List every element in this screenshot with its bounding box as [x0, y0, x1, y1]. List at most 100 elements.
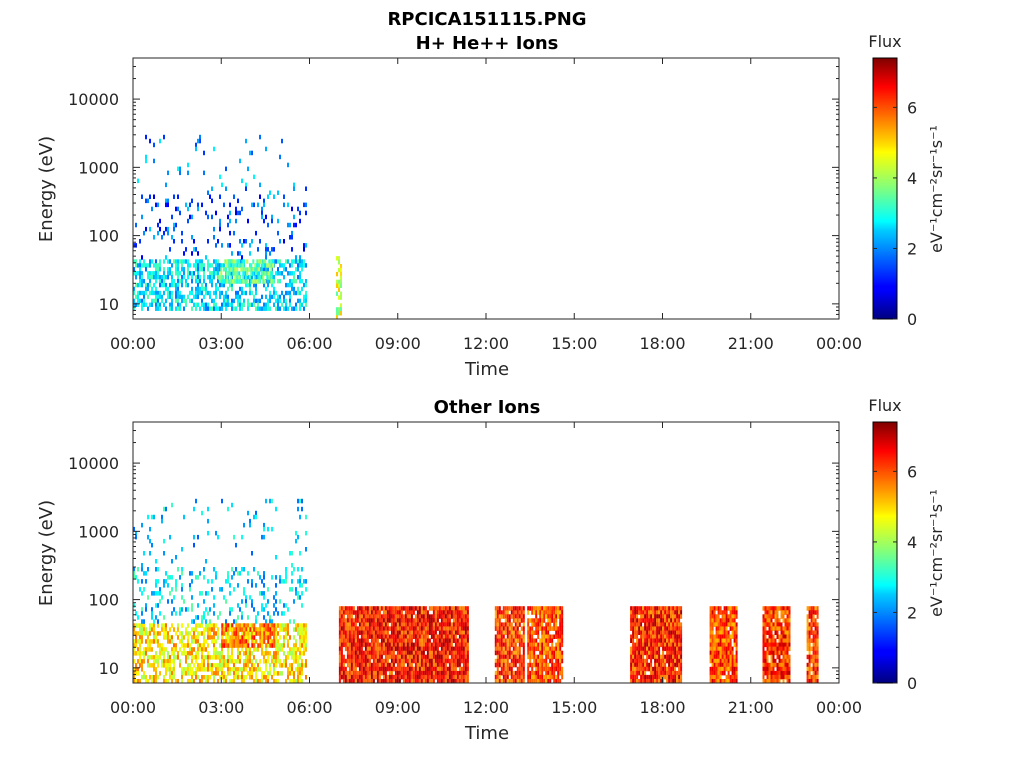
flux-cell	[295, 538, 297, 544]
flux-cell	[723, 666, 726, 672]
flux-cell	[275, 591, 277, 596]
flux-cell	[352, 679, 355, 684]
flux-cell	[378, 634, 381, 639]
flux-cell	[410, 638, 413, 643]
flux-cell	[143, 294, 145, 300]
flux-cell	[235, 675, 237, 680]
flux-cell	[664, 618, 667, 623]
flux-cell	[181, 230, 183, 236]
flux-cell	[725, 674, 728, 680]
flux-cell	[243, 679, 245, 684]
flux-cell	[289, 294, 291, 300]
flux-cell	[153, 619, 155, 624]
flux-cell	[654, 646, 657, 652]
flux-cell	[167, 599, 169, 604]
flux-cell	[725, 646, 728, 652]
flux-cell	[256, 263, 259, 268]
flux-cell	[388, 646, 391, 652]
flux-cell	[293, 659, 295, 664]
flux-cell	[165, 226, 167, 232]
flux-cell	[518, 646, 521, 652]
flux-cell	[392, 674, 395, 680]
flux-cell	[654, 642, 657, 648]
flux-cell	[203, 659, 205, 664]
flux-cell	[231, 651, 233, 656]
flux-cell	[549, 658, 552, 664]
flux-cell	[735, 622, 738, 627]
flux-cell	[145, 158, 147, 164]
flux-cell	[541, 646, 544, 652]
flux-cell	[424, 638, 427, 643]
flux-cell	[305, 263, 307, 268]
flux-cell	[348, 642, 351, 648]
flux-cell	[352, 626, 355, 631]
flux-cell	[232, 279, 235, 284]
flux-cell	[201, 651, 203, 656]
flux-cell	[680, 670, 683, 676]
flux-cell	[352, 622, 355, 627]
flux-cell	[283, 194, 285, 199]
flux-cell	[428, 662, 431, 668]
flux-cell	[157, 639, 159, 644]
flux-cell	[299, 579, 301, 584]
flux-cell	[350, 614, 353, 619]
flux-cell	[432, 670, 435, 676]
flux-cell	[418, 630, 421, 635]
flux-cell	[295, 679, 297, 684]
flux-cell	[228, 267, 231, 272]
flux-cell	[547, 622, 550, 627]
flux-cell	[287, 306, 289, 311]
flux-cell	[404, 614, 407, 619]
flux-cell	[725, 679, 728, 684]
flux-cell	[258, 275, 261, 280]
flux-cell	[394, 666, 397, 672]
flux-cell	[636, 666, 639, 672]
flux-cell	[374, 638, 377, 643]
flux-cell	[676, 626, 679, 631]
flux-cell	[390, 626, 393, 631]
flux-cell	[277, 639, 279, 644]
flux-cell	[460, 626, 463, 631]
flux-cell	[412, 654, 415, 660]
flux-cell	[267, 267, 269, 272]
flux-cell	[263, 607, 265, 612]
flux-cell	[183, 267, 185, 272]
flux-cell	[247, 510, 249, 516]
flux-cell	[778, 618, 781, 623]
flux-cell	[226, 259, 229, 264]
flux-cell	[382, 610, 385, 615]
flux-cell	[709, 674, 712, 680]
flux-cell	[448, 642, 451, 648]
flux-cell	[151, 623, 153, 628]
flux-cell	[295, 530, 297, 536]
flux-cell	[496, 610, 499, 615]
flux-cell	[636, 630, 639, 635]
flux-cell	[229, 667, 231, 672]
flux-cell	[448, 626, 451, 631]
flux-cell	[199, 306, 201, 311]
flux-cell	[496, 642, 499, 648]
flux-cell	[171, 298, 173, 304]
flux-cell	[358, 654, 361, 660]
flux-cell	[662, 679, 665, 684]
flux-cell	[303, 651, 305, 656]
flux-cell	[715, 679, 718, 684]
flux-cell	[350, 610, 353, 615]
flux-cell	[770, 674, 773, 680]
flux-cell	[458, 650, 461, 656]
flux-cell	[533, 606, 536, 611]
flux-cell	[531, 610, 534, 615]
flux-cell	[211, 275, 213, 280]
flux-cell	[237, 298, 239, 304]
flux-cell	[191, 635, 193, 640]
flux-cell	[668, 674, 671, 680]
flux-cell	[275, 607, 277, 612]
flux-cell	[456, 610, 459, 615]
flux-cell	[246, 271, 249, 276]
flux-cell	[229, 655, 231, 660]
flux-cell	[370, 646, 373, 652]
flux-cell	[537, 662, 540, 668]
flux-cell	[277, 302, 279, 307]
flux-cell	[632, 654, 635, 660]
flux-cell	[680, 662, 683, 668]
